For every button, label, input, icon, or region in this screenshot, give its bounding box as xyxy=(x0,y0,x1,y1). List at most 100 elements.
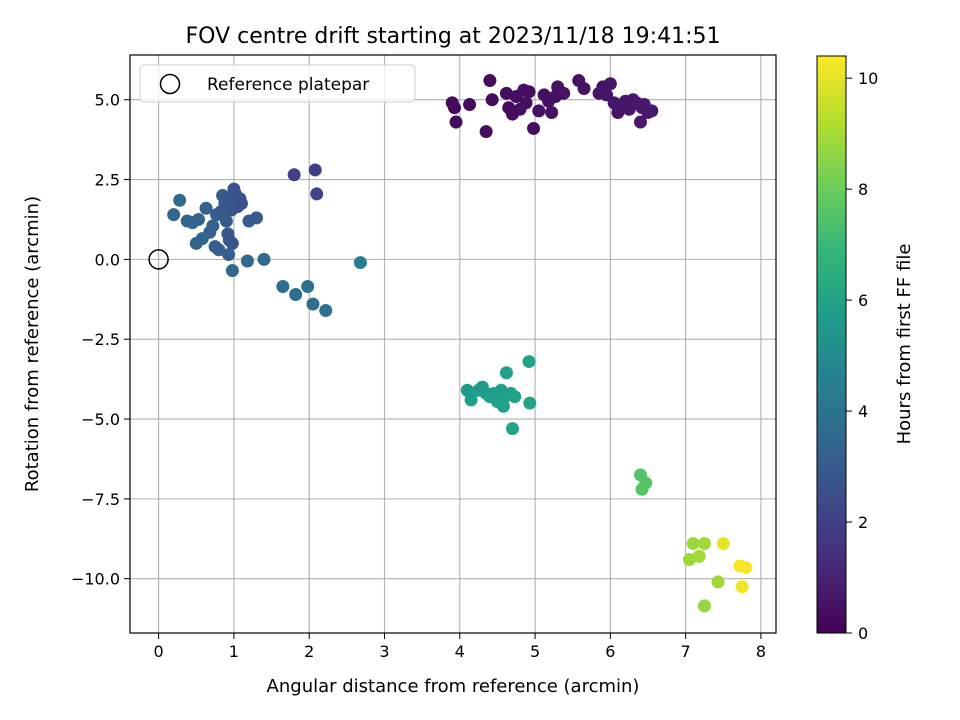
data-point xyxy=(626,93,640,107)
legend-box xyxy=(139,64,416,103)
data-point xyxy=(353,256,367,270)
colorbar-tick-label: 4 xyxy=(858,402,868,421)
data-point xyxy=(522,355,536,369)
data-point xyxy=(523,396,537,410)
data-point xyxy=(508,390,522,404)
grid-lines xyxy=(130,55,776,633)
data-point xyxy=(645,104,659,118)
data-points xyxy=(167,74,753,613)
data-point xyxy=(301,280,315,294)
colorbar-tick-label: 2 xyxy=(858,513,868,532)
data-point xyxy=(460,383,474,397)
reference-point-marker xyxy=(148,249,169,270)
chart-title: FOV centre drift starting at 2023/11/18 … xyxy=(186,24,721,49)
data-point xyxy=(611,105,625,119)
x-tick-label: 8 xyxy=(756,642,766,661)
y-tick-label: −10.0 xyxy=(71,570,120,589)
data-point xyxy=(479,125,493,139)
colorbar-tick-label: 6 xyxy=(858,291,868,310)
data-point xyxy=(192,212,206,226)
y-tick-label: −2.5 xyxy=(81,330,120,349)
data-point xyxy=(212,243,226,257)
data-point xyxy=(545,105,559,119)
colorbar-tick-label: 0 xyxy=(858,624,868,643)
data-point xyxy=(448,101,462,115)
plot-frame xyxy=(129,54,777,634)
data-point xyxy=(532,104,546,118)
x-axis-label: Angular distance from reference (arcmin) xyxy=(267,676,640,697)
data-point xyxy=(240,254,254,268)
data-point xyxy=(682,553,696,567)
y-axis-label: Rotation from reference (arcmin) xyxy=(22,196,43,492)
colorbar-tick-label: 10 xyxy=(858,69,878,88)
x-tick-label: 7 xyxy=(681,642,691,661)
data-point xyxy=(306,297,320,311)
x-tick-label: 5 xyxy=(530,642,540,661)
x-tick-label: 6 xyxy=(605,642,615,661)
data-point xyxy=(463,97,477,111)
y-tick-label: 5.0 xyxy=(95,91,120,110)
data-point xyxy=(308,163,322,177)
data-point xyxy=(527,121,541,135)
data-point xyxy=(496,399,510,413)
data-point xyxy=(633,115,647,129)
y-tick-label: 0.0 xyxy=(95,250,120,269)
data-point xyxy=(219,214,233,228)
data-point xyxy=(572,74,586,88)
data-point xyxy=(494,383,508,397)
colorbar-ticks: 0 2 4 6 8 10 xyxy=(846,69,878,643)
x-tick-label: 2 xyxy=(304,642,314,661)
data-point xyxy=(289,288,303,302)
data-point xyxy=(596,80,610,94)
data-point xyxy=(483,74,497,88)
data-point xyxy=(519,96,533,110)
data-point xyxy=(692,549,706,563)
data-point xyxy=(711,575,725,589)
data-point xyxy=(475,380,489,394)
data-point xyxy=(735,580,749,594)
colorbar-label: Hours from first FF file xyxy=(894,244,915,445)
data-point xyxy=(276,280,290,294)
data-point xyxy=(697,599,711,613)
data-point xyxy=(686,537,700,551)
x-axis-ticks: 0 1 2 3 4 5 6 7 8 xyxy=(154,633,766,661)
data-point xyxy=(739,561,753,575)
x-tick-label: 0 xyxy=(154,642,164,661)
data-point xyxy=(449,115,463,129)
legend: Reference platepar xyxy=(139,64,416,103)
data-point xyxy=(225,264,239,278)
colorbar-tick-label: 8 xyxy=(858,180,868,199)
data-point xyxy=(222,248,236,262)
data-point xyxy=(639,476,653,490)
x-tick-label: 1 xyxy=(229,642,239,661)
data-point xyxy=(505,422,519,436)
x-tick-label: 3 xyxy=(379,642,389,661)
data-point xyxy=(522,85,536,99)
reference-marker xyxy=(148,249,169,270)
data-point xyxy=(225,236,239,250)
data-point xyxy=(499,366,513,380)
y-tick-label: 2.5 xyxy=(95,171,120,190)
data-point xyxy=(173,193,187,207)
y-axis-ticks: 5.0 2.5 0.0 −2.5 −5.0 −7.5 −10.0 xyxy=(71,91,130,589)
data-point xyxy=(199,201,213,215)
data-point xyxy=(697,537,711,551)
data-point xyxy=(485,93,499,107)
data-point xyxy=(716,537,730,551)
data-point xyxy=(548,90,562,104)
x-tick-label: 4 xyxy=(455,642,465,661)
data-point xyxy=(206,219,220,233)
data-point xyxy=(505,107,519,121)
data-point xyxy=(310,187,324,201)
data-point xyxy=(287,168,301,182)
legend-entry: Reference platepar xyxy=(207,75,369,95)
colorbar-frame xyxy=(816,55,847,634)
colorbar xyxy=(817,56,846,633)
data-point xyxy=(167,208,181,222)
data-point xyxy=(499,86,513,100)
legend-marker-icon xyxy=(159,73,181,95)
y-tick-label: −7.5 xyxy=(81,490,120,509)
data-point xyxy=(257,252,271,266)
data-point xyxy=(234,196,248,210)
